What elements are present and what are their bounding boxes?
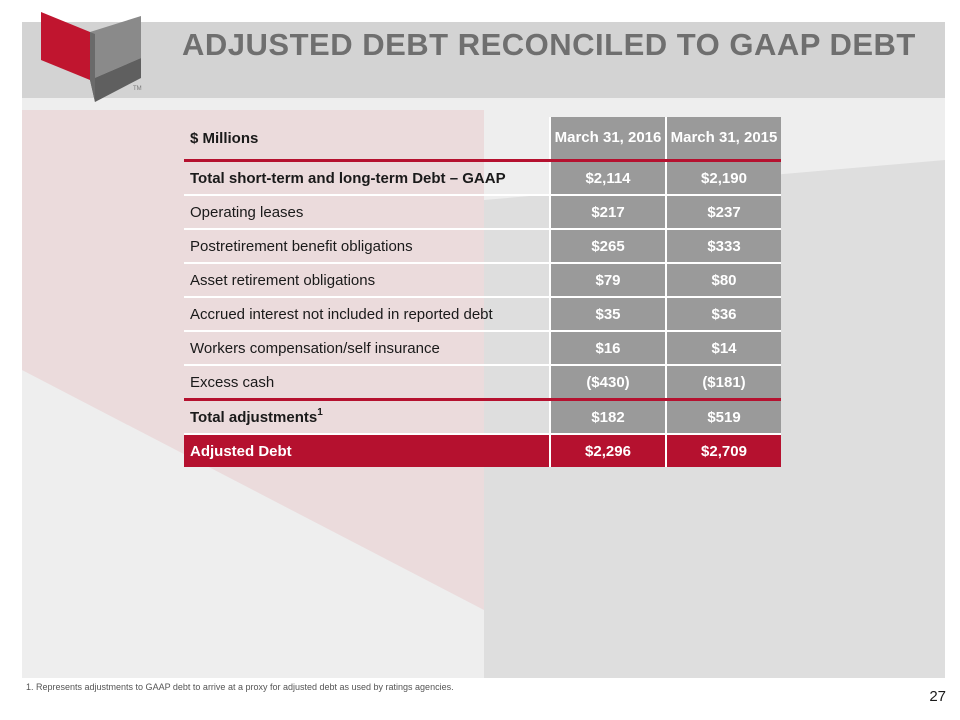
title-bar [22,22,945,98]
page-number: 27 [929,688,946,705]
value-2016: $79 [549,262,666,297]
row-label-text: Total adjustments [190,408,318,426]
row-label: Operating leases [184,194,550,229]
row-label: Excess cash [184,364,550,400]
table-row: Workers compensation/self insurance $16 … [184,330,781,365]
row-label: Asset retirement obligations [184,262,550,297]
value-2015: $14 [665,330,781,365]
row-label: Postretirement benefit obligations [184,228,550,263]
row-label: Total short-term and long-term Debt – GA… [184,159,550,195]
table-row: Asset retirement obligations $79 $80 [184,262,781,297]
row-label: Adjusted Debt [184,433,550,467]
column-header-2015: March 31, 2015 [665,117,781,161]
value-2016: ($430) [549,364,666,400]
value-2016: $265 [549,228,666,263]
value-2015: $2,709 [665,433,781,467]
table-header-row: $ Millions March 31, 2016 March 31, 2015 [184,117,781,161]
footnote-marker: 1 [317,406,323,418]
footnote: 1. Represents adjustments to GAAP debt t… [26,682,454,692]
row-label: Workers compensation/self insurance [184,330,550,365]
row-label: Total adjustments1 [184,398,550,434]
total-adjustments-row: Total adjustments1 $182 $519 [184,398,781,434]
value-2015: $36 [665,296,781,331]
column-header-2016: March 31, 2016 [549,117,666,161]
value-2016: $2,296 [549,433,666,467]
value-2015: $333 [665,228,781,263]
debt-reconciliation-table: $ Millions March 31, 2016 March 31, 2015… [184,117,781,467]
value-2015: $237 [665,194,781,229]
value-2016: $2,114 [549,159,666,195]
company-logo [41,12,141,102]
value-2016: $35 [549,296,666,331]
table-row: Operating leases $217 $237 [184,194,781,229]
page-title: ADJUSTED DEBT RECONCILED TO GAAP DEBT [182,27,916,62]
table-row: Total short-term and long-term Debt – GA… [184,159,781,195]
table-row: Excess cash ($430) ($181) [184,364,781,400]
value-2015: ($181) [665,364,781,400]
table-row: Postretirement benefit obligations $265 … [184,228,781,263]
units-label: $ Millions [190,129,259,147]
value-2015: $80 [665,262,781,297]
row-label: Accrued interest not included in reporte… [184,296,550,331]
value-2015: $519 [665,398,781,434]
value-2016: $217 [549,194,666,229]
table-row: Accrued interest not included in reporte… [184,296,781,331]
adjusted-debt-row: Adjusted Debt $2,296 $2,709 [184,433,781,467]
trademark-mark: TM [133,86,142,92]
value-2016: $182 [549,398,666,434]
value-2016: $16 [549,330,666,365]
value-2015: $2,190 [665,159,781,195]
